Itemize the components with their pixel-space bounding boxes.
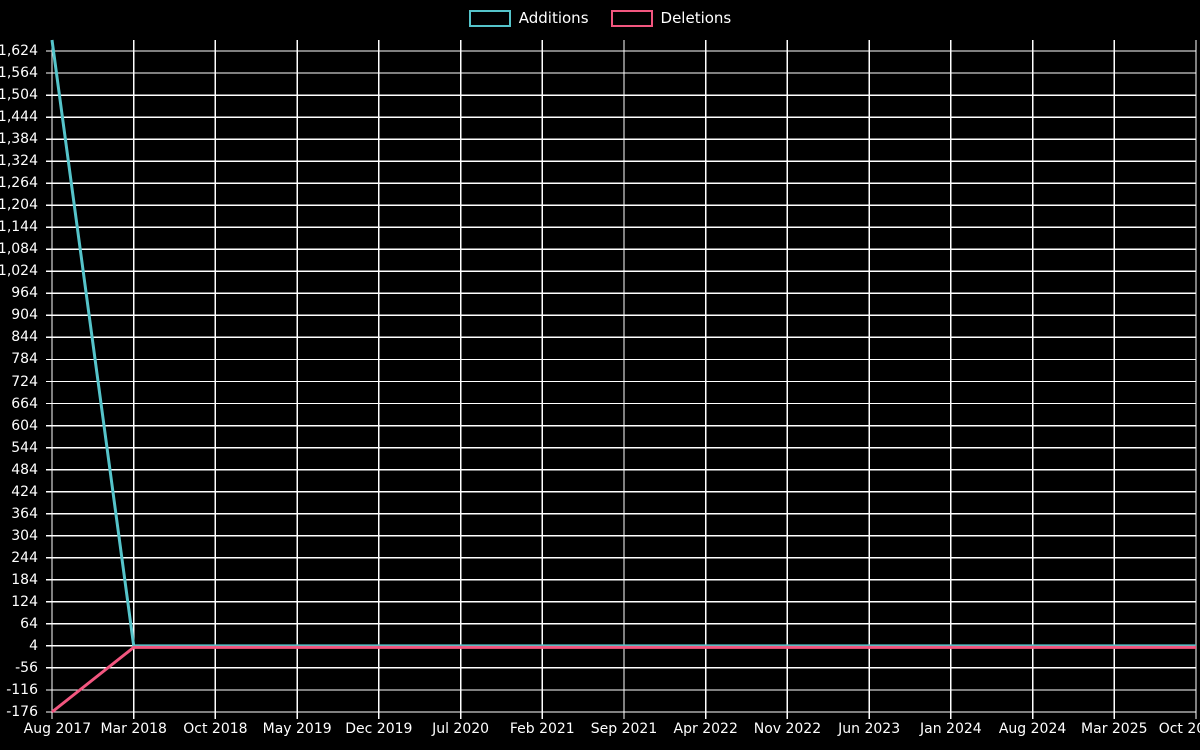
y-tick-label: 664 bbox=[11, 395, 38, 412]
series-line-additions bbox=[50, 39, 1196, 648]
x-tick-label: Jan 2024 bbox=[920, 721, 982, 737]
y-tick-label: 1,504 bbox=[0, 87, 38, 104]
x-tick-label: Nov 2022 bbox=[753, 721, 822, 737]
x-tick-label: Sep 2021 bbox=[590, 721, 658, 737]
y-axis-tick-labels: 1,624 1,564 1,504 1,444 1,384 1,324 1,264 1,204… bbox=[0, 40, 46, 719]
y-tick-label: 364 bbox=[11, 505, 38, 522]
y-tick-label: 1,204 bbox=[0, 197, 38, 214]
chart-gridlines bbox=[46, 40, 1197, 719]
x-tick-label: Dec 2019 bbox=[345, 721, 413, 737]
y-tick-label: 604 bbox=[11, 417, 38, 434]
x-tick-label: Feb 2021 bbox=[509, 721, 575, 737]
y-tick-label: 1,444 bbox=[0, 109, 38, 126]
chart-series-layer bbox=[50, 39, 1196, 714]
y-tick-label: 1,564 bbox=[0, 65, 38, 82]
y-tick-label: 1,624 bbox=[0, 43, 38, 60]
x-axis-tick-labels: Aug 2017 Mar 2018 Oct 2018 May 2019 Dec 2019… bbox=[0, 714, 1200, 750]
y-tick-label: 724 bbox=[11, 373, 38, 390]
y-tick-label: -116 bbox=[6, 681, 38, 698]
y-tick-label: 964 bbox=[11, 285, 38, 302]
y-tick-label: 1,324 bbox=[0, 153, 38, 170]
y-tick-label: 64 bbox=[20, 615, 38, 632]
x-tick-label: Jul 2020 bbox=[432, 721, 490, 737]
y-tick-label: -176 bbox=[6, 704, 38, 720]
x-tick-label: Aug 2024 bbox=[998, 721, 1067, 737]
y-tick-label: 1,144 bbox=[0, 219, 38, 236]
y-tick-label: 484 bbox=[11, 461, 38, 478]
x-tick-label: Mar 2018 bbox=[100, 721, 167, 737]
additions-swatch bbox=[468, 9, 511, 27]
y-tick-label: 1,024 bbox=[0, 263, 38, 280]
y-tick-label: 124 bbox=[11, 593, 38, 610]
x-tick-label: Oct 2018 bbox=[183, 721, 248, 737]
chart-legend: Additions Deletions bbox=[0, 0, 1200, 36]
x-tick-label: Jun 2023 bbox=[838, 721, 901, 737]
x-tick-label: May 2019 bbox=[262, 721, 332, 737]
x-tick-label: Aug 2017 bbox=[23, 721, 92, 737]
y-tick-label: 244 bbox=[11, 549, 38, 566]
y-tick-label: 784 bbox=[11, 351, 38, 368]
y-tick-label: 1,084 bbox=[0, 241, 38, 258]
y-tick-label: 424 bbox=[11, 483, 38, 500]
legend-label-additions: Additions bbox=[518, 8, 589, 27]
x-tick-label: Mar 2025 bbox=[1081, 721, 1148, 737]
legend-entry-additions[interactable]: Additions bbox=[468, 8, 589, 27]
y-tick-label: 1,384 bbox=[0, 131, 38, 148]
y-tick-label: 304 bbox=[11, 527, 38, 544]
legend-entry-deletions[interactable]: Deletions bbox=[610, 8, 732, 27]
x-tick-label: Apr 2022 bbox=[673, 721, 738, 737]
x-tick-label: Oct 2025 bbox=[1158, 721, 1200, 737]
series-line-deletions bbox=[51, 645, 1196, 714]
y-tick-label: 844 bbox=[11, 329, 38, 346]
y-tick-label: 184 bbox=[11, 571, 38, 588]
y-tick-label: 1,264 bbox=[0, 175, 38, 192]
y-tick-label: 904 bbox=[11, 307, 38, 324]
legend-label-deletions: Deletions bbox=[660, 8, 732, 27]
chart-plot-area[interactable] bbox=[46, 39, 1197, 719]
y-tick-label: 544 bbox=[11, 439, 38, 456]
y-tick-label: -56 bbox=[15, 659, 38, 676]
y-tick-label: 4 bbox=[29, 637, 38, 654]
deletions-swatch bbox=[610, 9, 653, 27]
